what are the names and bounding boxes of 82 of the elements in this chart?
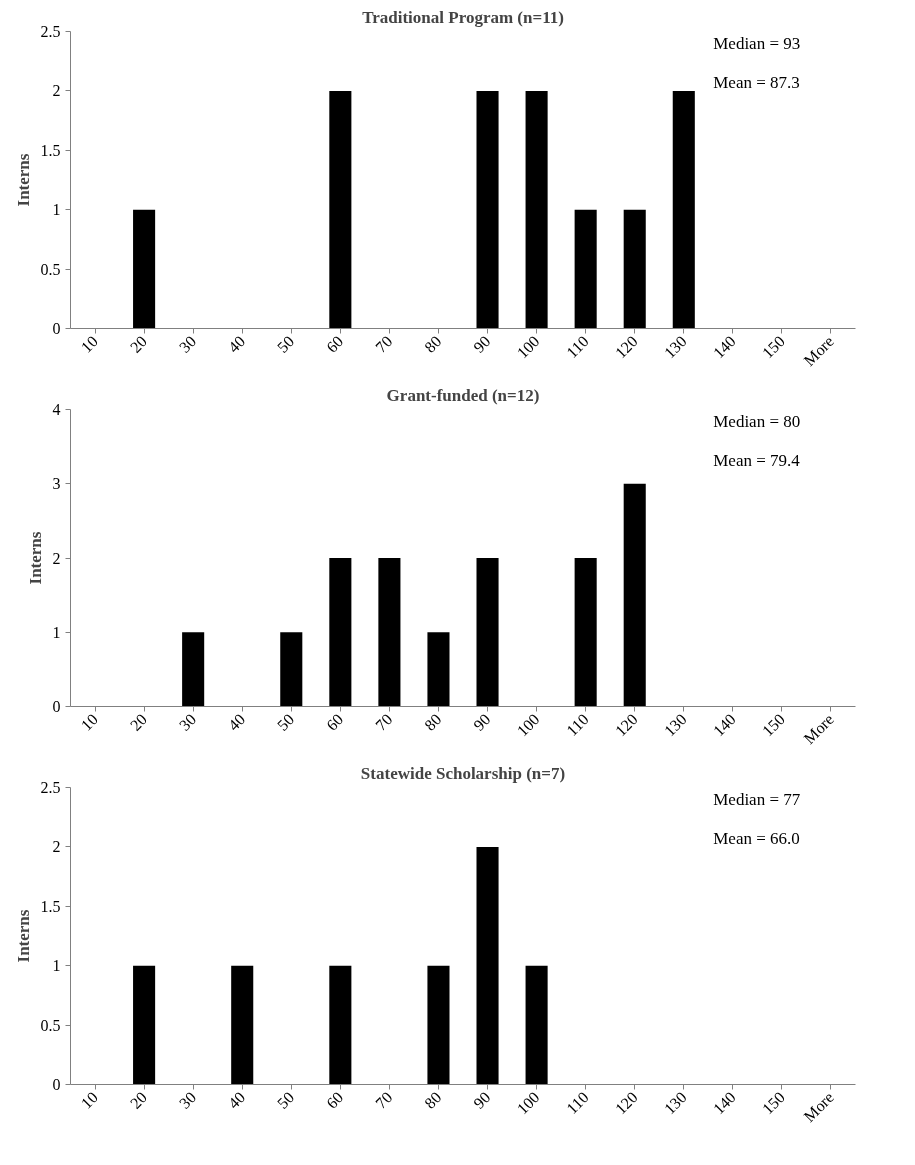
y-tick-label: 0 [52, 1076, 61, 1093]
x-tick-label: 30 [175, 710, 200, 734]
bar [574, 558, 597, 707]
y-tick-label: 2 [52, 838, 61, 856]
y-tick-label: 1 [52, 623, 61, 641]
x-tick-label: 60 [323, 1088, 347, 1112]
x-tick-label: 60 [323, 710, 347, 734]
x-tick-label: 10 [77, 1088, 102, 1112]
annotation: Mean = 79.4 [713, 451, 801, 471]
x-tick-label: 40 [224, 332, 249, 356]
y-tick-label: 0 [52, 698, 61, 715]
y-tick-label: 2.5 [40, 23, 61, 40]
x-tick-label: 70 [372, 710, 396, 734]
x-tick-label: 80 [421, 332, 445, 356]
x-tick-label: 150 [758, 332, 788, 362]
x-tick-label: 20 [126, 1088, 151, 1112]
x-tick-label: 10 [77, 710, 102, 734]
x-tick-label: 150 [758, 710, 788, 740]
bar [623, 483, 646, 707]
bar [280, 632, 303, 707]
annotation: Mean = 87.3 [713, 73, 800, 93]
x-tick-label: 100 [513, 710, 543, 740]
annotation: Mean = 66.0 [713, 829, 800, 849]
y-tick-label: 1.5 [40, 141, 61, 159]
x-tick-label: 20 [126, 332, 151, 356]
x-tick-label: 20 [126, 710, 151, 734]
y-tick-label: 4 [52, 401, 61, 418]
x-tick-label: 30 [175, 332, 200, 356]
x-tick-label: 120 [611, 332, 641, 362]
x-tick-label: 120 [611, 710, 641, 740]
x-tick-label: 90 [470, 710, 494, 734]
annotation: Median = 77 [713, 790, 801, 810]
y-tick-label: 3 [52, 475, 61, 493]
chart-title: Traditional Program (n=11) [362, 7, 564, 27]
y-tick-label: 0.5 [40, 1016, 61, 1034]
x-tick-label: 60 [323, 332, 347, 356]
bar [378, 558, 401, 707]
y-axis-title: Interns [13, 153, 33, 207]
annotation: Median = 80 [713, 412, 801, 432]
y-tick-label: 2.5 [40, 779, 61, 796]
y-axis-title: Interns [13, 909, 33, 963]
chart-title: Statewide Scholarship (n=7) [360, 763, 566, 783]
x-tick-label: 80 [421, 710, 445, 734]
x-tick-label: 70 [372, 332, 396, 356]
y-tick-label: 1 [52, 201, 61, 219]
x-tick-label: 140 [709, 1088, 739, 1118]
bar [476, 558, 499, 707]
bar [329, 558, 352, 707]
x-tick-label: 90 [470, 332, 494, 356]
x-tick-label: 140 [709, 332, 739, 362]
x-tick-label: 100 [513, 1088, 543, 1118]
x-tick-label: 90 [470, 1088, 494, 1112]
y-tick-label: 1 [52, 957, 61, 975]
y-tick-label: 2 [52, 82, 61, 100]
x-tick-label: 120 [611, 1088, 641, 1118]
x-tick-label: 30 [175, 1088, 200, 1112]
x-tick-label: 130 [660, 332, 690, 362]
y-axis-title: Interns [25, 531, 45, 585]
annotation: Median = 93 [713, 34, 801, 54]
x-tick-label: 40 [224, 1088, 249, 1112]
chart-title: Grant-funded (n=12) [386, 385, 540, 405]
x-tick-label: 110 [563, 710, 592, 740]
y-tick-label: 1.5 [40, 897, 61, 915]
x-tick-label: 50 [273, 332, 298, 356]
y-tick-label: 2 [52, 549, 61, 567]
x-tick-label: 70 [372, 1088, 396, 1112]
x-tick-label: 110 [563, 332, 592, 362]
x-tick-label: 40 [224, 710, 249, 734]
y-tick-label: 0.5 [40, 260, 61, 278]
bar [427, 632, 450, 707]
x-tick-label: 150 [758, 1088, 788, 1118]
x-tick-label: 140 [709, 710, 739, 740]
bar [182, 632, 205, 707]
x-tick-label: 80 [421, 1088, 445, 1112]
x-tick-label: 110 [563, 1088, 592, 1118]
x-tick-label: 130 [660, 710, 690, 740]
x-tick-label: 50 [273, 710, 298, 734]
x-tick-label: 50 [273, 1088, 298, 1112]
x-tick-label: 10 [77, 332, 102, 356]
x-tick-label: 100 [513, 332, 543, 362]
y-tick-label: 0 [52, 320, 61, 337]
x-tick-label: 130 [660, 1088, 690, 1118]
